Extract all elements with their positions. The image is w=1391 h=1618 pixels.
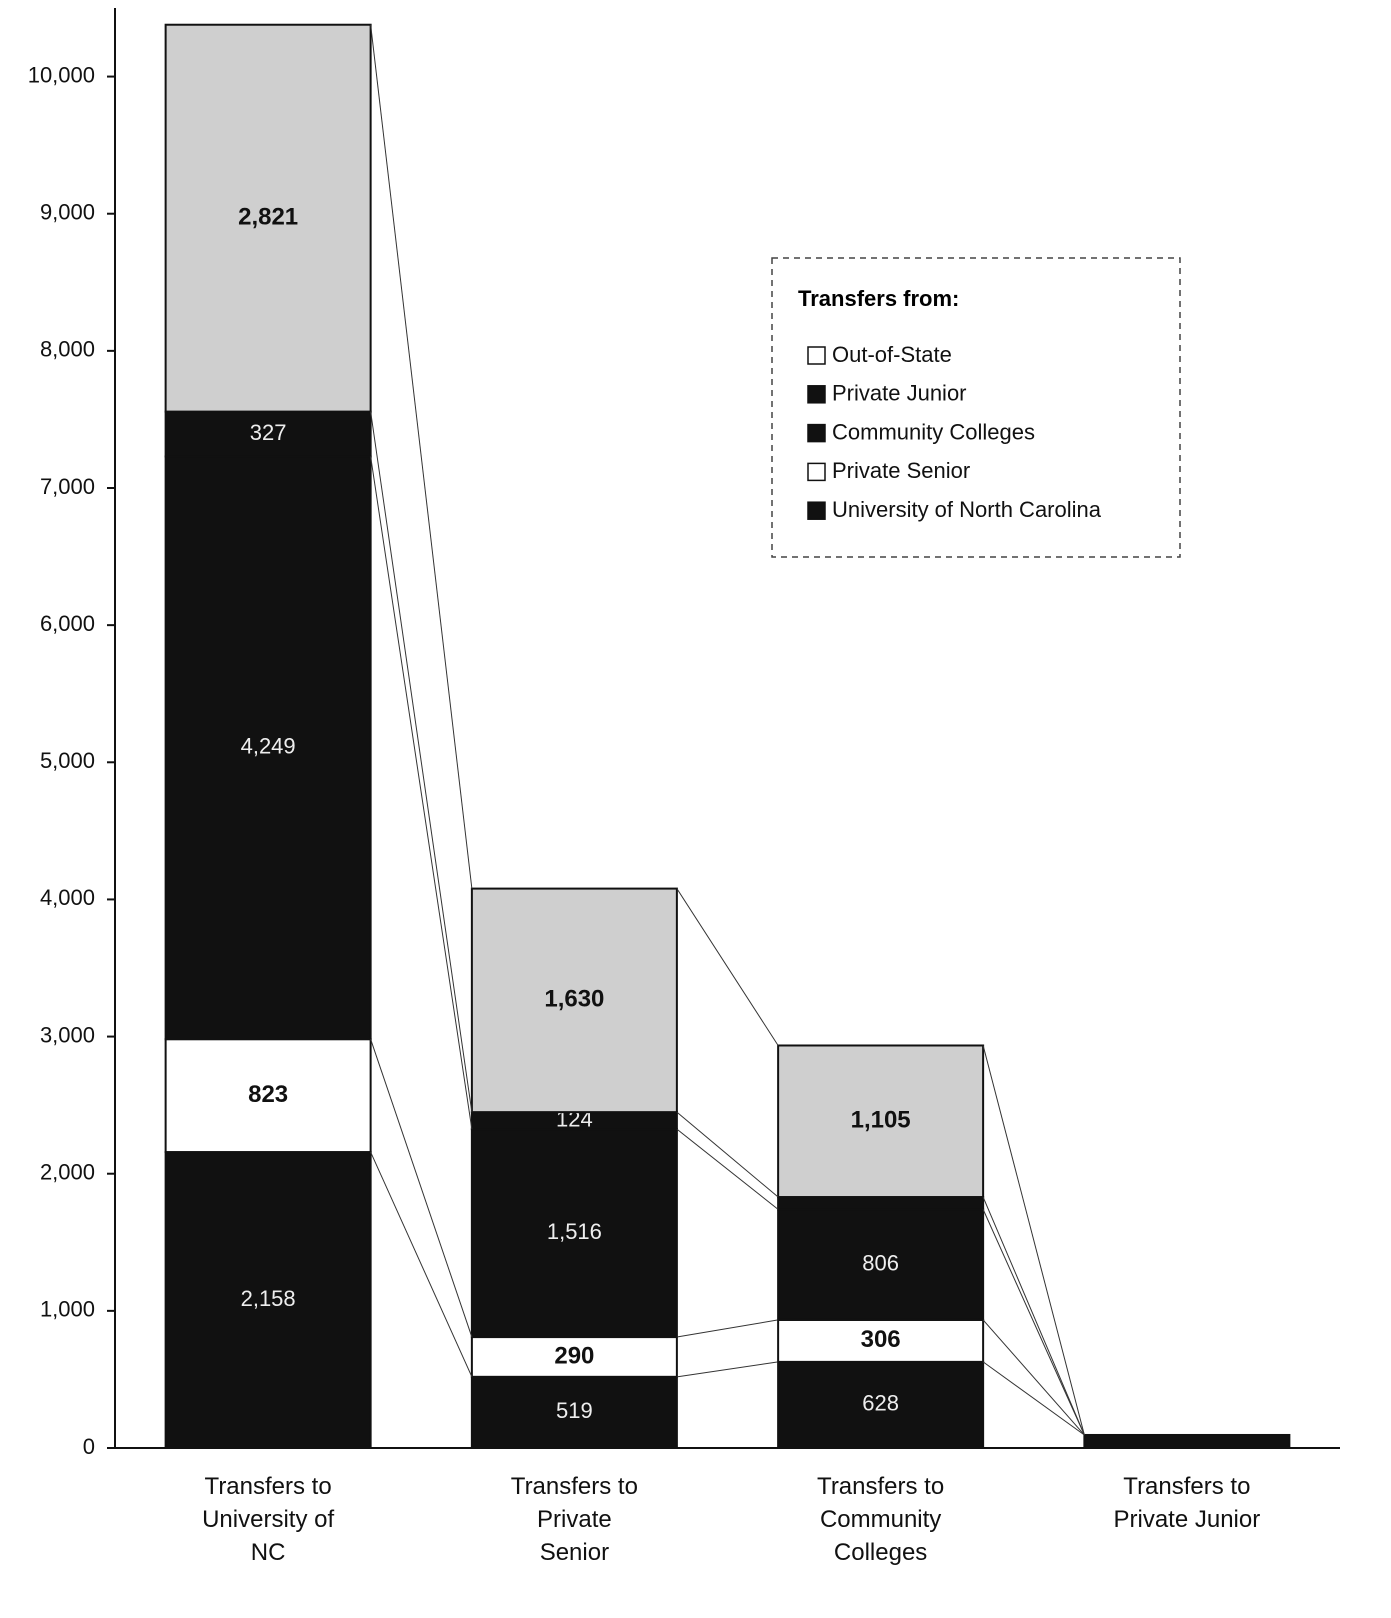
legend-label: University of North Carolina bbox=[832, 497, 1102, 522]
y-tick-label: 0 bbox=[83, 1434, 95, 1459]
legend-swatch bbox=[807, 501, 826, 520]
y-tick-label: 8,000 bbox=[40, 337, 95, 362]
legend-box bbox=[771, 257, 1181, 558]
data-label: 2,158 bbox=[241, 1286, 296, 1311]
y-tick-label: 5,000 bbox=[40, 748, 95, 773]
y-tick-label: 2,000 bbox=[40, 1160, 95, 1185]
bar-segment bbox=[777, 1318, 985, 1363]
data-label: 519 bbox=[556, 1398, 593, 1423]
legend-label: Private Senior bbox=[832, 458, 970, 483]
connector bbox=[982, 1361, 1085, 1436]
data-label: 1,630 bbox=[544, 986, 604, 1013]
connector bbox=[676, 1111, 779, 1198]
data-label: 290 bbox=[554, 1342, 594, 1369]
legend-swatch bbox=[807, 346, 826, 365]
data-label: 2,821 bbox=[238, 204, 298, 231]
bar-segment bbox=[164, 455, 372, 1041]
legend-label: Community Colleges bbox=[832, 419, 1035, 444]
connector bbox=[676, 1319, 779, 1338]
connector bbox=[676, 888, 779, 1046]
bar-segment bbox=[470, 1336, 678, 1378]
connector bbox=[982, 1196, 1085, 1436]
data-label: 4,249 bbox=[241, 734, 296, 759]
x-tick-label: Transfers to Private Junior bbox=[1113, 1473, 1261, 1533]
y-tick-label: 3,000 bbox=[40, 1022, 95, 1047]
data-label: 327 bbox=[250, 420, 287, 445]
legend-title: Transfers from: bbox=[798, 286, 959, 311]
data-label: 806 bbox=[862, 1250, 899, 1275]
bar-segment bbox=[777, 1196, 985, 1211]
y-tick-label: 1,000 bbox=[40, 1297, 95, 1322]
data-label: 1,105 bbox=[851, 1107, 911, 1134]
legend-label: Out-of-State bbox=[832, 342, 952, 367]
y-tick-label: 10,000 bbox=[28, 62, 95, 87]
connector bbox=[676, 1128, 779, 1210]
connector bbox=[676, 1361, 779, 1378]
bar-segment bbox=[777, 1360, 985, 1449]
bar-segment bbox=[470, 1128, 678, 1339]
legend-label: Private Junior bbox=[832, 381, 967, 406]
data-label: 823 bbox=[248, 1081, 288, 1108]
connector bbox=[982, 1319, 1085, 1436]
y-tick-label: 9,000 bbox=[40, 200, 95, 225]
bar-segment bbox=[164, 1038, 372, 1154]
connector bbox=[982, 1209, 1085, 1436]
bar-segment bbox=[1083, 1433, 1291, 1450]
x-tick-label: Transfers to Private Senior bbox=[510, 1473, 638, 1566]
x-tick-label: Transfers to Community Colleges bbox=[817, 1473, 945, 1566]
y-tick-label: 6,000 bbox=[40, 611, 95, 636]
data-label: 1,516 bbox=[547, 1219, 602, 1244]
connector bbox=[370, 456, 473, 1130]
data-label: 628 bbox=[862, 1391, 899, 1416]
connector bbox=[982, 1045, 1085, 1436]
bar-segment bbox=[470, 887, 678, 1114]
connector bbox=[370, 1151, 473, 1378]
bar-segment bbox=[164, 23, 372, 413]
bar-segment bbox=[164, 1151, 372, 1449]
bar-segment bbox=[777, 1208, 985, 1321]
legend-swatch bbox=[807, 423, 826, 443]
data-label: 306 bbox=[861, 1326, 901, 1353]
legend-swatch bbox=[807, 462, 826, 482]
connector bbox=[370, 411, 473, 1113]
connector bbox=[370, 1039, 473, 1338]
x-tick-label: Transfers to University of NC bbox=[202, 1473, 335, 1566]
y-tick-label: 4,000 bbox=[40, 885, 95, 910]
y-tick-label: 7,000 bbox=[40, 474, 95, 499]
bar-segment bbox=[777, 1044, 985, 1199]
connector bbox=[370, 24, 473, 889]
legend-swatch bbox=[807, 385, 826, 404]
